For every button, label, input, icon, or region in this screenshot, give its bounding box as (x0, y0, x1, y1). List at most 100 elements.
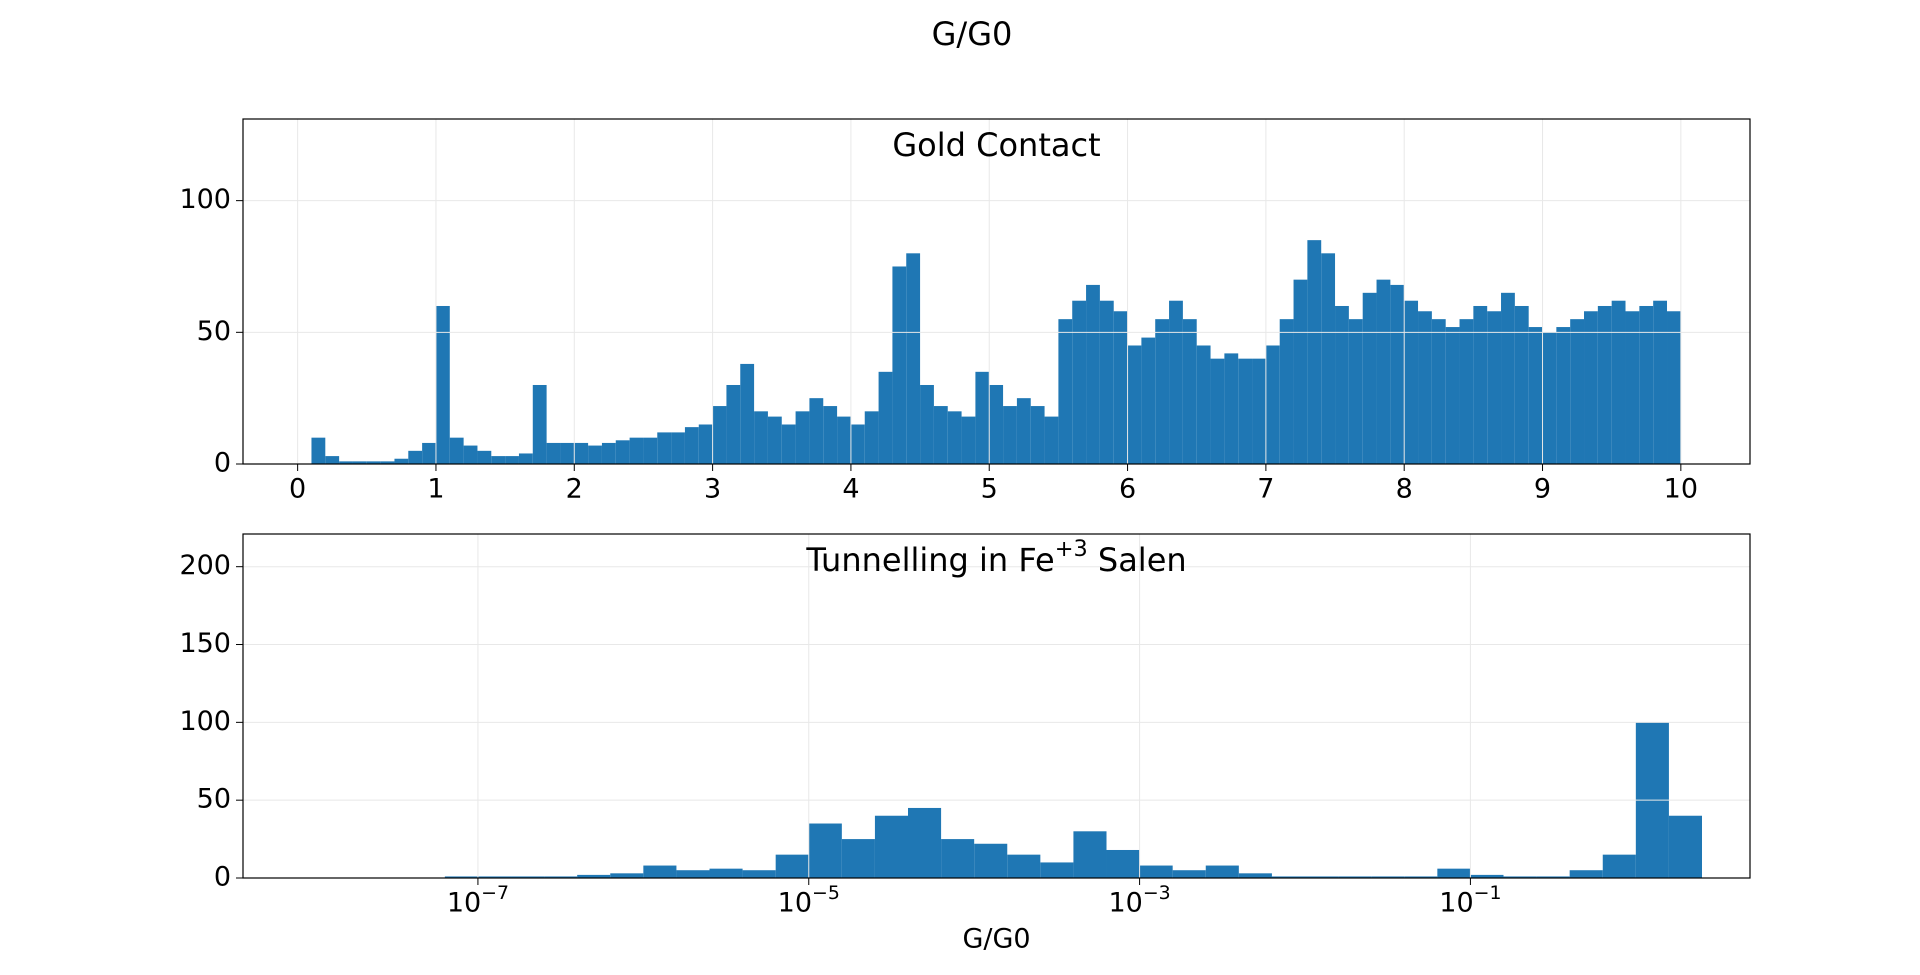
bar (781, 424, 796, 464)
bar (754, 411, 768, 464)
bar (1348, 319, 1363, 464)
bar (1501, 292, 1515, 464)
bar (1514, 305, 1529, 464)
bar (1030, 406, 1045, 464)
bar (1058, 319, 1073, 464)
bar (1224, 353, 1239, 464)
bar (1172, 870, 1206, 878)
bar (629, 437, 644, 464)
bar (1459, 319, 1474, 464)
bar (1155, 319, 1170, 464)
y-tick-label: 0 (214, 448, 231, 479)
bar (518, 453, 533, 464)
bar (657, 432, 672, 464)
bar (767, 416, 782, 464)
bar (463, 445, 478, 464)
bar (1127, 345, 1142, 464)
bar (339, 461, 353, 464)
bar (1141, 337, 1156, 464)
bar (1265, 345, 1280, 464)
x-tick-label: 7 (1257, 474, 1274, 505)
bar (974, 843, 1008, 878)
bar (615, 440, 630, 464)
bar (1335, 305, 1349, 464)
bar (544, 876, 578, 878)
bar (491, 456, 506, 464)
bar (1437, 868, 1471, 878)
bar (1597, 305, 1612, 464)
bar (841, 839, 875, 878)
bar (477, 876, 512, 878)
bar (352, 461, 367, 464)
x-tick-label: 10 (1664, 474, 1698, 505)
bar (311, 437, 326, 464)
x-tick-label: 8 (1396, 474, 1413, 505)
bar (864, 411, 879, 464)
bar (878, 371, 893, 464)
bar (1625, 311, 1640, 464)
bar (671, 432, 685, 464)
bar (1639, 305, 1654, 464)
bar (1003, 406, 1017, 464)
bar (1169, 300, 1183, 464)
x-tick-label: 9 (1534, 474, 1551, 505)
bar (908, 807, 942, 878)
bar (809, 398, 824, 464)
bar (1536, 876, 1570, 878)
bar (577, 874, 611, 878)
bar (1376, 279, 1391, 464)
bar (1113, 311, 1128, 464)
x-tick-label: 10−7 (447, 882, 509, 919)
bar (961, 416, 976, 464)
bar (444, 876, 478, 878)
bar (920, 384, 934, 464)
bar (1404, 300, 1419, 464)
bar (560, 442, 575, 464)
bar (1099, 300, 1114, 464)
bar (1073, 831, 1107, 878)
bar (1542, 332, 1557, 464)
bar (1238, 358, 1253, 464)
bar (1072, 300, 1087, 464)
bar (892, 266, 907, 464)
y-tick-label: 50 (197, 316, 231, 347)
bar (1106, 849, 1140, 878)
bar (795, 411, 810, 464)
bar (325, 456, 340, 464)
axes-frame (242, 118, 1751, 465)
bar (1305, 876, 1339, 878)
bar (546, 442, 561, 464)
axes-title: Gold Contact (892, 126, 1100, 164)
bar (742, 870, 776, 878)
bar (1503, 876, 1537, 878)
bar (1487, 311, 1502, 464)
bar (712, 406, 727, 464)
bar (1431, 319, 1446, 464)
bar (1196, 345, 1211, 464)
bar (380, 461, 395, 464)
bar (1470, 874, 1504, 878)
bar (477, 450, 492, 464)
bar (574, 442, 589, 464)
bar (1569, 870, 1603, 878)
bar (1570, 319, 1585, 464)
bar (1007, 854, 1041, 878)
bar (989, 384, 1004, 464)
bar (1238, 873, 1272, 878)
bar (975, 371, 990, 464)
figure-title: G/G0 (932, 15, 1013, 53)
x-tick-label: 10−1 (1439, 882, 1501, 919)
bar (1338, 876, 1372, 878)
bar (1044, 416, 1059, 464)
bar (610, 873, 644, 878)
bar (1653, 300, 1668, 464)
bar (1271, 876, 1306, 878)
bar (1473, 305, 1488, 464)
y-tick-label: 100 (179, 706, 231, 737)
bar (1445, 327, 1460, 464)
x-tick-label: 0 (289, 474, 306, 505)
bar (643, 865, 677, 878)
bar (775, 854, 809, 878)
x-tick-label: 1 (427, 474, 444, 505)
y-tick-label: 100 (179, 184, 231, 215)
